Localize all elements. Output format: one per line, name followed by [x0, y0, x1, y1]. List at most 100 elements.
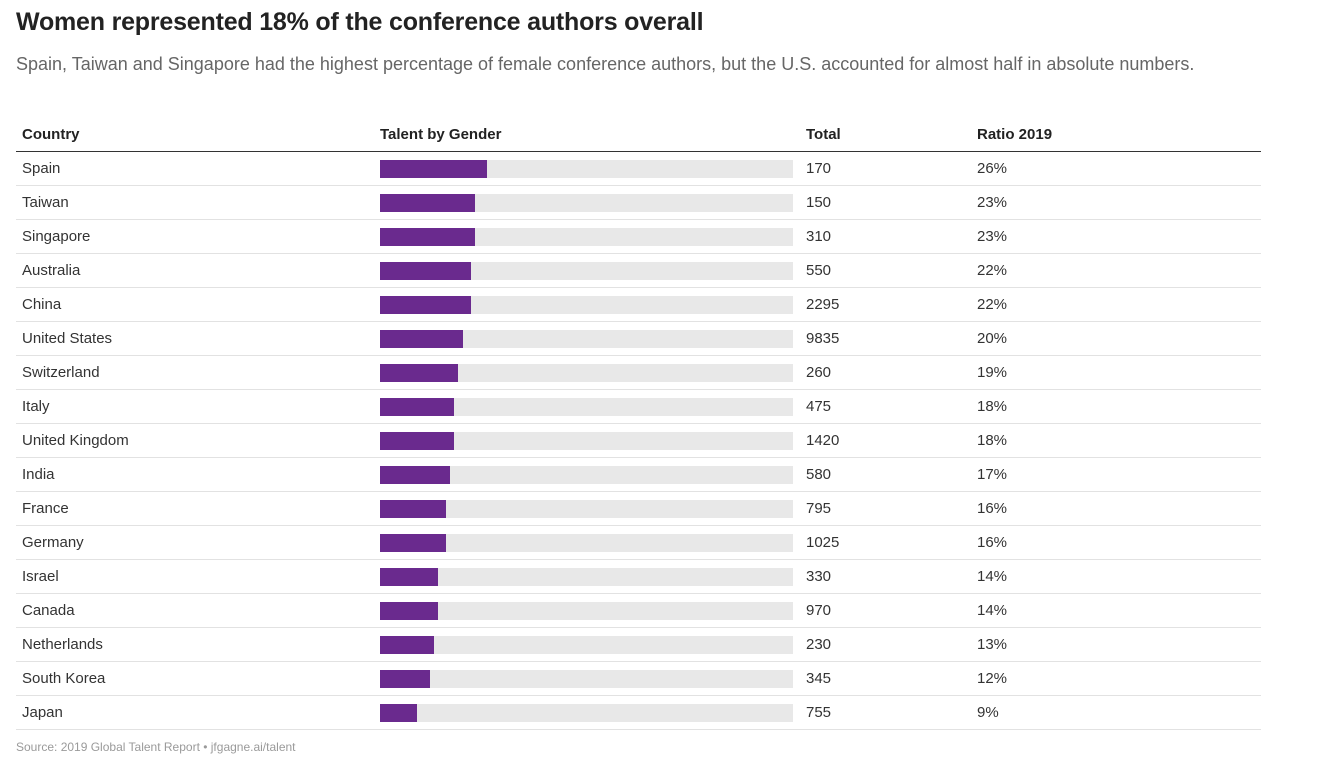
- bar-cell: [374, 389, 800, 424]
- ratio-bar: [380, 193, 475, 212]
- bar-cell: [374, 321, 800, 356]
- country-cell: Italy: [16, 389, 374, 424]
- bar-track: [380, 567, 793, 586]
- table-row: China 2295 22%: [16, 287, 1261, 322]
- country-cell: Switzerland: [16, 355, 374, 390]
- header-talent-by-gender[interactable]: Talent by Gender: [374, 118, 800, 152]
- bar-track: [380, 329, 793, 348]
- bar-cell: [374, 355, 800, 390]
- ratio-cell: 22%: [971, 253, 1261, 288]
- ratio-bar: [380, 465, 451, 484]
- country-cell: China: [16, 287, 374, 322]
- country-cell: Israel: [16, 559, 374, 594]
- table-row: Singapore 310 23%: [16, 219, 1261, 254]
- country-cell: United Kingdom: [16, 423, 374, 458]
- header-ratio-2019[interactable]: Ratio 2019: [971, 118, 1261, 152]
- table-row: Germany 1025 16%: [16, 525, 1261, 560]
- bar-track: [380, 159, 793, 178]
- bar-cell: [374, 253, 800, 288]
- total-cell: 755: [800, 695, 971, 730]
- country-cell: Canada: [16, 593, 374, 628]
- bar-track: [380, 703, 793, 722]
- bar-track: [380, 261, 793, 280]
- ratio-cell: 26%: [971, 151, 1261, 186]
- country-cell: India: [16, 457, 374, 492]
- total-cell: 475: [800, 389, 971, 424]
- total-cell: 1025: [800, 525, 971, 560]
- ratio-cell: 18%: [971, 423, 1261, 458]
- table-header-row: Country Talent by Gender Total Ratio 201…: [16, 118, 1261, 152]
- bar-cell: [374, 491, 800, 526]
- ratio-cell: 23%: [971, 219, 1261, 254]
- header-country[interactable]: Country: [16, 118, 374, 152]
- ratio-bar: [380, 567, 438, 586]
- bar-cell: [374, 185, 800, 220]
- total-cell: 1420: [800, 423, 971, 458]
- bar-cell: [374, 423, 800, 458]
- table-row: United Kingdom 1420 18%: [16, 423, 1261, 458]
- total-cell: 345: [800, 661, 971, 696]
- bar-cell: [374, 151, 800, 186]
- bar-track: [380, 227, 793, 246]
- country-cell: Australia: [16, 253, 374, 288]
- total-cell: 230: [800, 627, 971, 662]
- ratio-cell: 19%: [971, 355, 1261, 390]
- table-row: India 580 17%: [16, 457, 1261, 492]
- ratio-cell: 22%: [971, 287, 1261, 322]
- ratio-bar: [380, 295, 471, 314]
- ratio-bar: [380, 261, 471, 280]
- table-row: Australia 550 22%: [16, 253, 1261, 288]
- country-cell: Japan: [16, 695, 374, 730]
- total-cell: 170: [800, 151, 971, 186]
- bar-cell: [374, 593, 800, 628]
- bar-track: [380, 465, 793, 484]
- table-row: United States 9835 20%: [16, 321, 1261, 356]
- country-cell: Netherlands: [16, 627, 374, 662]
- bar-track: [380, 499, 793, 518]
- bar-track: [380, 669, 793, 688]
- table-row: Israel 330 14%: [16, 559, 1261, 594]
- ratio-cell: 16%: [971, 525, 1261, 560]
- bar-track: [380, 363, 793, 382]
- ratio-bar: [380, 635, 434, 654]
- country-cell: South Korea: [16, 661, 374, 696]
- ratio-bar: [380, 533, 447, 552]
- ratio-cell: 20%: [971, 321, 1261, 356]
- bar-cell: [374, 219, 800, 254]
- country-cell: Taiwan: [16, 185, 374, 220]
- country-cell: Singapore: [16, 219, 374, 254]
- bar-track: [380, 397, 793, 416]
- ratio-bar: [380, 329, 463, 348]
- table-row: Taiwan 150 23%: [16, 185, 1261, 220]
- total-cell: 2295: [800, 287, 971, 322]
- bar-track: [380, 431, 793, 450]
- bar-cell: [374, 525, 800, 560]
- ratio-cell: 9%: [971, 695, 1261, 730]
- ratio-bar: [380, 431, 455, 450]
- ratio-cell: 18%: [971, 389, 1261, 424]
- bar-track: [380, 601, 793, 620]
- bar-cell: [374, 661, 800, 696]
- country-cell: Germany: [16, 525, 374, 560]
- ratio-cell: 14%: [971, 593, 1261, 628]
- total-cell: 150: [800, 185, 971, 220]
- table-row: Spain 170 26%: [16, 151, 1261, 186]
- ratio-bar: [380, 703, 418, 722]
- bar-cell: [374, 627, 800, 662]
- table-row: Netherlands 230 13%: [16, 627, 1261, 662]
- ratio-bar: [380, 159, 488, 178]
- ratio-bar: [380, 669, 430, 688]
- ratio-cell: 23%: [971, 185, 1261, 220]
- bar-cell: [374, 287, 800, 322]
- total-cell: 795: [800, 491, 971, 526]
- ratio-cell: 12%: [971, 661, 1261, 696]
- table-row: South Korea 345 12%: [16, 661, 1261, 696]
- ratio-bar: [380, 363, 459, 382]
- header-total[interactable]: Total: [800, 118, 971, 152]
- total-cell: 330: [800, 559, 971, 594]
- total-cell: 260: [800, 355, 971, 390]
- ratio-cell: 13%: [971, 627, 1261, 662]
- total-cell: 9835: [800, 321, 971, 356]
- table-body: Spain 170 26% Taiwan 150 23% Singapore 310 23% Au…: [16, 151, 1261, 730]
- bar-track: [380, 193, 793, 212]
